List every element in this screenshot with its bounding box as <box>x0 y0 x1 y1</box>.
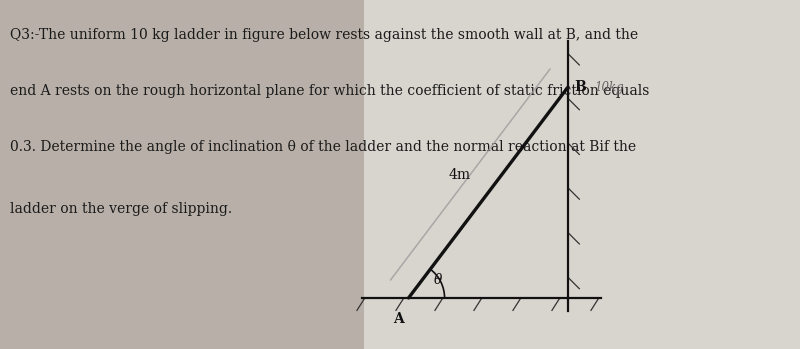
Text: Q3:-The uniform 10 kg ladder in figure below rests against the smooth wall at B,: Q3:-The uniform 10 kg ladder in figure b… <box>10 28 638 42</box>
Text: θ: θ <box>434 273 442 287</box>
Text: B: B <box>574 80 586 94</box>
Text: 4m: 4m <box>449 168 471 181</box>
Bar <box>364 0 800 349</box>
Text: end A rests on the rough horizontal plane for which the coefficient of static fr: end A rests on the rough horizontal plan… <box>10 84 649 98</box>
Text: ladder on the verge of slipping.: ladder on the verge of slipping. <box>10 202 232 216</box>
Text: 0.3. Determine the angle of inclination θ of the ladder and the normal reaction : 0.3. Determine the angle of inclination … <box>10 140 636 154</box>
Text: A: A <box>393 312 404 326</box>
Text: 10kg: 10kg <box>594 81 623 94</box>
